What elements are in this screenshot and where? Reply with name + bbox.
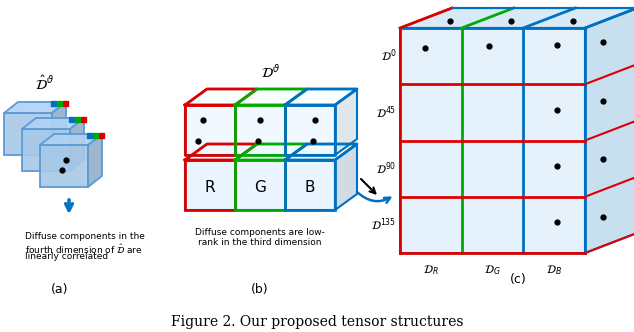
- Text: $\mathcal{D}$: $\mathcal{D}$: [512, 0, 526, 2]
- Polygon shape: [185, 160, 335, 210]
- Polygon shape: [585, 8, 634, 253]
- Text: $\mathcal{D}^0$: $\mathcal{D}^0$: [380, 48, 396, 64]
- Bar: [57, 101, 62, 106]
- Polygon shape: [22, 129, 70, 171]
- Text: $\mathcal{D}^{135}$: $\mathcal{D}^{135}$: [371, 216, 396, 233]
- Bar: [63, 101, 68, 106]
- Polygon shape: [185, 144, 357, 160]
- Polygon shape: [4, 102, 66, 113]
- Bar: [285, 160, 335, 210]
- Text: G: G: [254, 180, 266, 195]
- Bar: [99, 133, 104, 138]
- Text: (a): (a): [51, 284, 68, 296]
- Text: fourth dimension of $\hat{\mathcal{D}}$ are: fourth dimension of $\hat{\mathcal{D}}$ …: [25, 242, 143, 256]
- Text: R: R: [205, 180, 216, 195]
- Text: $\mathcal{D}^{\vartheta}$: $\mathcal{D}^{\vartheta}$: [261, 63, 280, 81]
- Text: $\hat{\mathcal{D}}^{\vartheta}$: $\hat{\mathcal{D}}^{\vartheta}$: [35, 75, 54, 93]
- Polygon shape: [400, 28, 585, 253]
- Text: Diffuse components in the: Diffuse components in the: [25, 232, 145, 241]
- Text: $\mathcal{D}^{90}$: $\mathcal{D}^{90}$: [376, 160, 396, 177]
- Bar: [75, 117, 80, 122]
- Bar: [81, 117, 86, 122]
- Text: Diffuse components are low-: Diffuse components are low-: [195, 228, 325, 237]
- Bar: [93, 133, 98, 138]
- Polygon shape: [70, 118, 84, 171]
- Text: $\mathcal{D}^{45}$: $\mathcal{D}^{45}$: [376, 104, 396, 121]
- Text: $\mathcal{D}_G$: $\mathcal{D}_G$: [484, 263, 501, 277]
- Bar: [185, 160, 235, 210]
- Polygon shape: [40, 134, 102, 145]
- Text: rank in the third dimension: rank in the third dimension: [198, 238, 321, 247]
- Bar: [235, 160, 285, 210]
- Polygon shape: [335, 144, 357, 210]
- Polygon shape: [40, 145, 88, 187]
- Polygon shape: [88, 134, 102, 187]
- Polygon shape: [185, 89, 357, 105]
- Polygon shape: [52, 102, 66, 155]
- Text: (b): (b): [251, 284, 269, 296]
- Polygon shape: [4, 113, 52, 155]
- Text: $\mathcal{D}_B$: $\mathcal{D}_B$: [547, 263, 562, 277]
- Text: linearly correlated: linearly correlated: [25, 252, 108, 261]
- Polygon shape: [185, 105, 335, 155]
- Text: Figure 2. Our proposed tensor structures: Figure 2. Our proposed tensor structures: [171, 315, 463, 329]
- Bar: [69, 117, 74, 122]
- Text: $\mathcal{D}_R$: $\mathcal{D}_R$: [423, 263, 439, 277]
- Polygon shape: [335, 89, 357, 155]
- Polygon shape: [22, 118, 84, 129]
- Text: (c): (c): [510, 273, 527, 286]
- Bar: [51, 101, 56, 106]
- Text: B: B: [305, 180, 315, 195]
- Polygon shape: [400, 8, 634, 28]
- Bar: [87, 133, 92, 138]
